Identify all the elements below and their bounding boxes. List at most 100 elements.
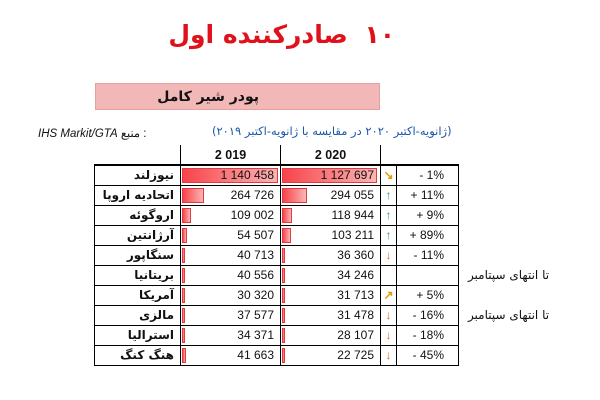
arrow-down-icon: ↓ xyxy=(380,244,397,266)
change-percent: - 16% xyxy=(396,304,459,326)
value-text-2020: 118 944 xyxy=(331,208,375,222)
period-note: تا انتهای سپتامبر xyxy=(467,308,550,322)
value-2020: 294 055 xyxy=(280,184,381,206)
product-label: پودر شیر کامل xyxy=(95,83,380,110)
data-bar-2019 xyxy=(182,267,185,283)
trend-icon-empty xyxy=(380,264,397,286)
table-row: سنگاپور 40 713 36 360 ↓ - 11% xyxy=(94,244,559,266)
value-2019: 40 713 xyxy=(180,244,281,266)
data-bar-2020 xyxy=(282,287,285,303)
value-text-2020: 294 055 xyxy=(330,188,374,202)
value-text-2019: 54 507 xyxy=(237,228,274,242)
data-bar-2019 xyxy=(182,247,185,263)
arrow-down-icon: ↓ xyxy=(380,304,397,326)
data-bar-2019 xyxy=(182,168,278,183)
header-spacer xyxy=(459,145,559,165)
value-text-2020: 28 107 xyxy=(337,328,374,342)
change-percent: - 45% xyxy=(396,344,459,366)
period-note xyxy=(459,225,559,245)
value-text-2019: 109 002 xyxy=(230,208,274,222)
change-percent: + 89% xyxy=(396,224,459,246)
country-name: اروگوئه xyxy=(94,204,181,226)
value-2019: 41 663 xyxy=(180,344,281,366)
table-row: مالزی 37 577 31 478 ↓ - 16% تا انتهای سپتامبر xyxy=(94,304,559,326)
table-row: نیوزلند 1 140 458 1 127 697 ↘ - 1% xyxy=(94,164,559,186)
table-row: هنگ کنگ 41 663 22 725 ↓ - 45% xyxy=(94,344,559,366)
value-text-2020: 36 360 xyxy=(337,248,374,262)
period-caption: (ژانویه-اکتبر ۲۰۲۰ در مقایسه با ژانویه-ا… xyxy=(212,124,452,138)
value-2019: 34 371 xyxy=(180,324,281,346)
value-text-2019: 40 713 xyxy=(237,248,274,262)
value-2020: 36 360 xyxy=(280,244,381,266)
data-bar-2020 xyxy=(282,168,377,183)
value-2020: 103 211 xyxy=(280,224,381,246)
value-text-2020: 31 713 xyxy=(337,288,374,302)
value-2020: 118 944 xyxy=(280,204,381,226)
value-2019: 1 140 458 xyxy=(180,164,281,186)
value-text-2019: 264 726 xyxy=(230,188,274,202)
table-header-row: 2 019 2 020 xyxy=(95,145,559,166)
value-text-2020: 22 725 xyxy=(337,348,374,362)
table-row: آرژانتین 54 507 103 211 ↑ + 89% xyxy=(94,224,559,246)
arrow-up-right-icon: ↗ xyxy=(380,284,397,306)
value-text-2019: 37 577 xyxy=(237,308,274,322)
table-row: اروگوئه 109 002 118 944 ↑ + 9% xyxy=(94,204,559,226)
arrow-down-icon: ↓ xyxy=(380,344,397,366)
exporters-table: 2 019 2 020 نیوزلند 1 140 458 1 127 697 ↘ - … xyxy=(94,145,559,366)
arrow-down-icon: ↓ xyxy=(380,324,397,346)
value-2020: 1 127 697 xyxy=(280,164,381,186)
value-2019: 54 507 xyxy=(180,224,281,246)
change-percent: + 5% xyxy=(396,284,459,306)
source-prefix: منبع : xyxy=(120,128,147,140)
value-2020: 31 478 xyxy=(280,304,381,326)
data-bar-2020 xyxy=(282,347,285,363)
product-label-text: پودر شیر کامل xyxy=(157,89,259,105)
country-name: هنگ کنگ xyxy=(94,344,181,366)
data-bar-2020 xyxy=(282,187,307,203)
data-bar-2020 xyxy=(282,267,285,283)
data-bar-2019 xyxy=(182,227,187,243)
change-percent: + 11% xyxy=(396,184,459,206)
data-bar-2020 xyxy=(282,227,291,243)
change-percent xyxy=(396,264,459,286)
arrow-up-icon: ↑ xyxy=(380,224,397,246)
value-2020: 31 713 xyxy=(280,284,381,306)
table-row: استرالیا 34 371 28 107 ↓ - 18% xyxy=(94,324,559,346)
change-percent: - 18% xyxy=(396,324,459,346)
arrow-up-icon: ↑ xyxy=(380,184,397,206)
data-bar-2019 xyxy=(182,207,191,223)
arrow-up-icon: ↑ xyxy=(380,204,397,226)
data-bar-2019 xyxy=(182,187,204,203)
country-name: اتحادیه اروپا xyxy=(94,184,181,206)
data-bar-2020 xyxy=(282,207,292,223)
period-note xyxy=(459,205,559,225)
period-note xyxy=(459,285,559,305)
title-text: صادرکننده اول xyxy=(168,20,348,49)
period-note xyxy=(459,345,559,365)
data-bar-2020 xyxy=(282,327,285,343)
data-bar-2019 xyxy=(182,347,186,363)
period-note: تا انتهای سپتامبر xyxy=(467,268,550,282)
value-text-2019: 1 140 458 xyxy=(220,168,274,183)
value-2020: 28 107 xyxy=(280,324,381,346)
value-2019: 109 002 xyxy=(180,204,281,226)
value-text-2020: 34 246 xyxy=(337,268,374,282)
country-name: آمریکا xyxy=(94,284,181,306)
value-text-2020: 1 127 697 xyxy=(320,168,374,183)
country-name: استرالیا xyxy=(94,324,181,346)
country-name: بریتانیا xyxy=(94,264,181,286)
country-name: نیوزلند xyxy=(94,164,181,186)
country-name: مالزی xyxy=(94,304,181,326)
value-text-2020: 31 478 xyxy=(337,308,374,322)
value-text-2019: 40 556 xyxy=(237,268,274,282)
change-percent: - 11% xyxy=(396,244,459,266)
header-spacer xyxy=(397,145,459,165)
value-text-2019: 41 663 xyxy=(237,348,274,362)
page-title: ۱۰ صادرکننده اول xyxy=(0,20,395,49)
value-2019: 40 556 xyxy=(180,264,281,286)
arrow-down-right-icon: ↘ xyxy=(380,164,397,186)
table-row: اتحادیه اروپا 264 726 294 055 ↑ + 11% xyxy=(94,184,559,206)
period-note xyxy=(459,185,559,205)
country-name: آرژانتین xyxy=(94,224,181,246)
table-row: بریتانیا 40 556 34 246 تا انتهای سپتامبر xyxy=(94,264,559,286)
